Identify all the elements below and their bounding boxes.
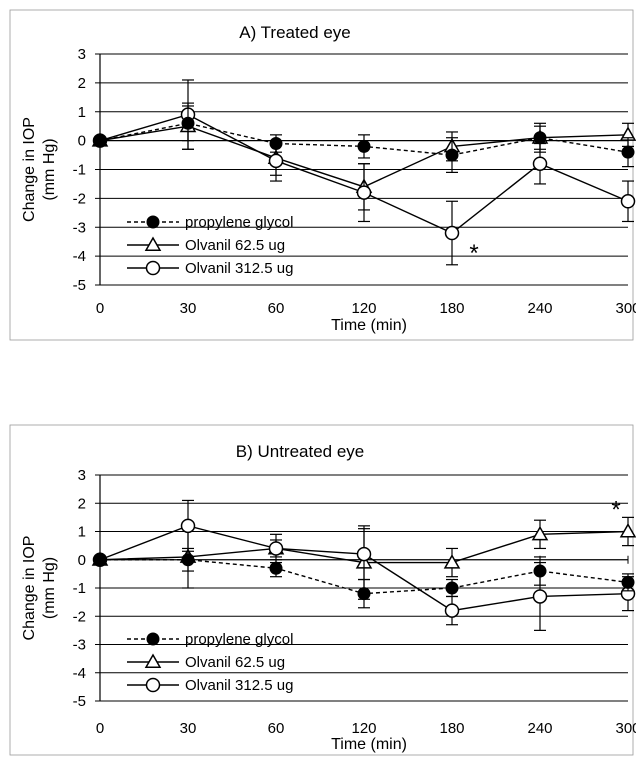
legend-marker xyxy=(144,653,162,668)
x-tick-label: 240 xyxy=(527,720,552,737)
data-point xyxy=(620,194,636,209)
data-point xyxy=(357,139,371,153)
y-tick-label: 3 xyxy=(78,46,86,63)
panel-treated-eye: A) Treated eye 3 2 1 0 -1 -2 -3 -4 -5 0 30 60 120 180 2… xyxy=(0,0,636,345)
x-tick-label: 120 xyxy=(351,300,376,317)
series-olvanil-312-5-ug xyxy=(92,499,636,631)
data-point xyxy=(533,131,547,145)
legend-label: Olvanil 62.5 ug xyxy=(185,654,285,671)
x-tick-label: 60 xyxy=(268,720,285,737)
x-tick-label: 180 xyxy=(439,300,464,317)
data-point xyxy=(93,134,107,148)
data-point xyxy=(357,587,371,601)
legend-marker xyxy=(144,236,162,251)
y-tick-label: -3 xyxy=(73,219,86,236)
y-tick-label: -4 xyxy=(73,665,86,682)
data-point xyxy=(93,553,107,567)
data-point xyxy=(445,148,459,162)
y-tick-label: 1 xyxy=(78,104,86,121)
data-point xyxy=(621,145,635,159)
y-tick-label: 0 xyxy=(78,552,86,569)
x-tick-label: 300 xyxy=(615,720,636,737)
y-tick-label: -1 xyxy=(73,162,86,179)
data-point xyxy=(268,153,284,169)
data-point xyxy=(619,522,636,538)
y-tick-label: -1 xyxy=(73,580,86,597)
legend-label: propylene glycol xyxy=(185,631,293,648)
chart-untreated-eye: B) Untreated eye 3 2 1 0 -1 -2 -3 -4 -5 0 30 60 120 18… xyxy=(9,424,636,756)
y-axis-title-line: Change in IOP xyxy=(21,536,38,641)
legend-label: propylene glycol xyxy=(185,214,293,231)
legend-marker xyxy=(145,260,161,276)
y-tick-label: 0 xyxy=(78,133,86,150)
y-axis-title: Change in IOP (mm Hg) xyxy=(21,117,58,222)
y-tick-label: -2 xyxy=(73,190,86,207)
x-tick-label: 120 xyxy=(351,720,376,737)
chart-title: A) Treated eye xyxy=(239,23,351,42)
data-point xyxy=(181,116,195,130)
legend-label: Olvanil 62.5 ug xyxy=(185,237,285,254)
data-point xyxy=(621,575,635,589)
y-axis-title-line: Change in IOP xyxy=(21,117,38,222)
x-tick-label: 0 xyxy=(96,300,104,317)
data-point xyxy=(444,225,460,241)
data-point xyxy=(444,603,460,618)
data-point xyxy=(181,553,195,567)
x-tick-label: 30 xyxy=(180,300,197,317)
panel-untreated-eye: B) Untreated eye 3 2 1 0 -1 -2 -3 -4 -5 0 30 60 120 18… xyxy=(0,395,636,758)
y-axis-title-line: (mm Hg) xyxy=(41,138,58,200)
legend: propylene glycol Olvanil 62.5 ug Olvanil 3… xyxy=(127,214,293,277)
x-axis-title: Time (min) xyxy=(331,736,407,753)
y-axis-title-line: (mm Hg) xyxy=(41,557,58,619)
x-tick-label: 240 xyxy=(527,300,552,317)
y-axis-title: Change in IOP (mm Hg) xyxy=(21,536,58,641)
x-tick-label: 300 xyxy=(615,300,636,317)
y-tick-label: 3 xyxy=(78,467,86,484)
legend-marker xyxy=(145,677,161,693)
series-propylene-glycol xyxy=(93,105,635,173)
significance-asterisk: * xyxy=(469,240,478,267)
legend-label: Olvanil 312.5 ug xyxy=(185,677,293,694)
significance-asterisk: * xyxy=(611,497,620,524)
y-tick-label: -5 xyxy=(73,693,86,710)
data-point xyxy=(532,156,548,171)
y-tick-label: -5 xyxy=(73,277,86,294)
data-point xyxy=(531,525,549,541)
y-tick-label: -2 xyxy=(73,608,86,625)
legend: propylene glycol Olvanil 62.5 ug Olvanil 3… xyxy=(127,631,293,694)
series-propylene-glycol xyxy=(93,547,635,609)
data-point xyxy=(356,546,372,562)
x-tick-label: 180 xyxy=(439,720,464,737)
x-tick-label: 30 xyxy=(180,720,197,737)
data-point xyxy=(269,137,283,151)
legend-label: Olvanil 312.5 ug xyxy=(185,260,293,277)
chart-frame xyxy=(9,9,634,341)
data-point xyxy=(445,581,459,595)
y-tick-label: 2 xyxy=(78,75,86,92)
data-point xyxy=(268,541,284,556)
legend-marker xyxy=(146,215,160,229)
x-tick-label: 0 xyxy=(96,720,104,737)
data-point xyxy=(180,518,196,534)
data-point xyxy=(269,561,283,575)
data-point xyxy=(443,554,461,569)
x-tick-label: 60 xyxy=(268,300,285,317)
y-tick-label: -4 xyxy=(73,248,86,265)
data-point xyxy=(532,589,548,604)
chart-title: B) Untreated eye xyxy=(236,442,365,461)
y-tick-label: 1 xyxy=(78,524,86,541)
data-point xyxy=(533,564,547,578)
y-tick-label: 2 xyxy=(78,495,86,512)
series-olvanil-312-5-ug xyxy=(92,79,636,266)
x-axis-title: Time (min) xyxy=(331,317,407,334)
legend-marker xyxy=(146,632,160,646)
chart-treated-eye: A) Treated eye 3 2 1 0 -1 -2 -3 -4 -5 0 30 60 120 180 2… xyxy=(9,9,636,341)
y-tick-label: -3 xyxy=(73,637,86,654)
data-point xyxy=(356,185,372,200)
